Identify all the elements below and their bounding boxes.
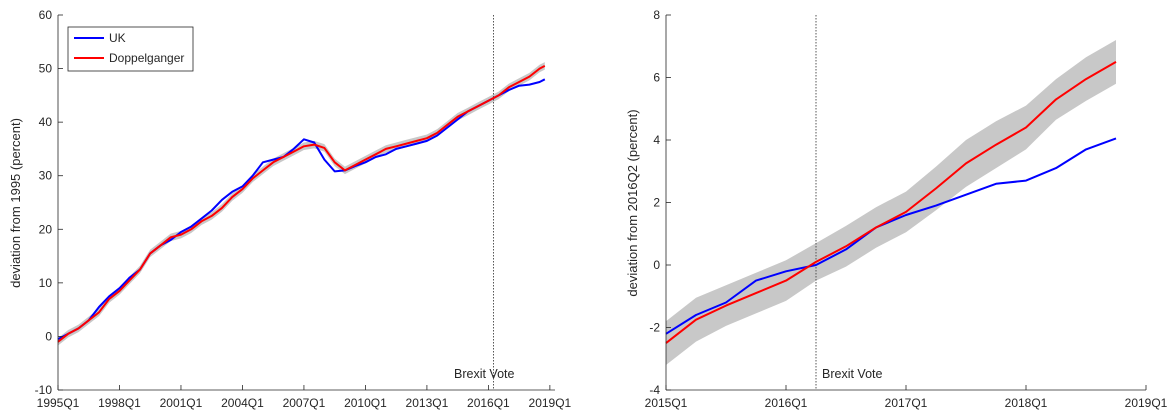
right-chart-series [665,61,1117,344]
legend-uk-label: UK [109,31,126,45]
left-y-tick-label: 30 [39,169,53,183]
left-x-tick-label: 2013Q1 [406,396,449,410]
left-x-tick-label: 2007Q1 [283,396,326,410]
left-chart-confidence-band [58,62,545,346]
left-chart-series [57,65,546,343]
right-y-tick-label: -4 [649,383,660,397]
right-y-tick-label: 2 [653,196,660,210]
left-x-tick-label: 2001Q1 [160,396,203,410]
left-x-tick-label: 2004Q1 [221,396,264,410]
right-chart-panel: 2015Q1 2016Q1 2017Q1 2018Q1 2019Q1 -4 -2 0 2 4 6 8… [625,8,1168,410]
left-x-tick-label: 1995Q1 [37,396,80,410]
right-x-tick-label: 2016Q1 [765,396,808,410]
right-band-doppelganger [666,40,1116,365]
left-y-tick-label: 20 [39,222,53,236]
left-y-tick-label: 0 [45,329,52,343]
left-x-tick-label: 1998Q1 [98,396,141,410]
left-chart-legend: UK Doppelganger [67,26,194,72]
left-chart-y-ticks: -10 0 10 20 30 40 50 60 [35,8,63,397]
right-chart-x-ticks: 2015Q1 2016Q1 2017Q1 2018Q1 2019Q1 [645,385,1168,410]
left-series-uk [57,78,546,340]
left-chart-x-ticks: 1995Q1 1998Q1 2001Q1 2004Q1 2007Q1 2010Q1 2013… [37,385,572,410]
left-chart-brexit-label: Brexit Vote [454,367,514,381]
left-y-tick-label: 50 [39,62,53,76]
left-x-tick-label: 2016Q1 [467,396,510,410]
right-chart-confidence-band [666,40,1116,365]
right-x-tick-label: 2017Q1 [885,396,928,410]
right-x-tick-label: 2019Q1 [1125,396,1168,410]
left-chart-panel: 1995Q1 1998Q1 2001Q1 2004Q1 2007Q1 2010Q1 2013… [8,8,572,410]
left-y-tick-label: 40 [39,115,53,129]
right-x-tick-label: 2018Q1 [1005,396,1048,410]
right-chart-y-axis-label: deviation from 2016Q2 (percent) [625,109,640,296]
legend-doppelganger-label: Doppelganger [109,51,184,65]
right-chart-y-ticks: -4 -2 0 2 4 6 8 [649,8,671,397]
left-chart-y-axis-label: deviation from 1995 (percent) [8,118,23,288]
right-chart-brexit-label: Brexit Vote [822,367,882,381]
left-band-doppelganger [58,62,545,346]
right-y-tick-label: 6 [653,71,660,85]
left-x-tick-label: 2010Q1 [344,396,387,410]
right-y-tick-label: 4 [653,133,660,147]
right-y-tick-label: 8 [653,8,660,22]
right-y-tick-label: -2 [649,321,660,335]
left-x-tick-label: 2019Q1 [529,396,572,410]
right-x-tick-label: 2015Q1 [645,396,688,410]
left-y-tick-label: 10 [39,276,53,290]
left-y-tick-label: 60 [39,8,53,22]
left-series-doppelganger [57,65,546,343]
right-series-doppelganger [665,61,1117,344]
left-y-tick-label: -10 [35,383,53,397]
legend-box [67,26,194,72]
right-series-uk [665,137,1117,335]
left-chart-axes [57,15,555,391]
right-y-tick-label: 0 [653,258,660,272]
